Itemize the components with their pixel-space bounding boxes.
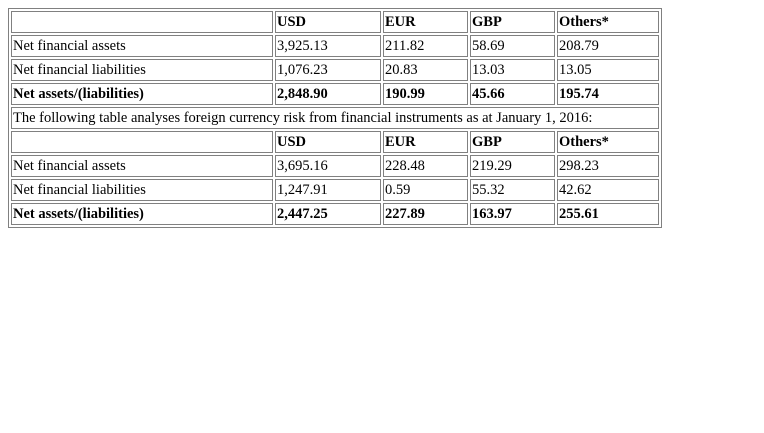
- cell-others: 13.05: [557, 59, 659, 81]
- header-eur: EUR: [383, 131, 468, 153]
- caption-row: The following table analyses foreign cur…: [11, 107, 659, 129]
- table-row: Net financial assets 3,695.16 228.48 219…: [11, 155, 659, 177]
- cell-eur: 211.82: [383, 35, 468, 57]
- row-label: Net financial liabilities: [11, 179, 273, 201]
- header-usd: USD: [275, 11, 381, 33]
- row-label: Net financial assets: [11, 35, 273, 57]
- total-usd: 2,447.25: [275, 203, 381, 225]
- total-eur: 227.89: [383, 203, 468, 225]
- cell-eur: 228.48: [383, 155, 468, 177]
- total-eur: 190.99: [383, 83, 468, 105]
- header-eur: EUR: [383, 11, 468, 33]
- cell-gbp: 219.29: [470, 155, 555, 177]
- table-caption: The following table analyses foreign cur…: [11, 107, 659, 129]
- total-label: Net assets/(liabilities): [11, 203, 273, 225]
- cell-usd: 1,076.23: [275, 59, 381, 81]
- row-label: Net financial liabilities: [11, 59, 273, 81]
- cell-eur: 0.59: [383, 179, 468, 201]
- header-others: Others*: [557, 11, 659, 33]
- cell-others: 42.62: [557, 179, 659, 201]
- total-row: Net assets/(liabilities) 2,848.90 190.99…: [11, 83, 659, 105]
- total-usd: 2,848.90: [275, 83, 381, 105]
- header-blank-cell: [11, 131, 273, 153]
- cell-usd: 3,695.16: [275, 155, 381, 177]
- table-row: Net financial liabilities 1,247.91 0.59 …: [11, 179, 659, 201]
- header-others: Others*: [557, 131, 659, 153]
- total-others: 195.74: [557, 83, 659, 105]
- currency-risk-table: USD EUR GBP Others* Net financial assets…: [8, 8, 662, 228]
- header-gbp: GBP: [470, 131, 555, 153]
- table-row: Net financial assets 3,925.13 211.82 58.…: [11, 35, 659, 57]
- total-label: Net assets/(liabilities): [11, 83, 273, 105]
- total-row: Net assets/(liabilities) 2,447.25 227.89…: [11, 203, 659, 225]
- total-gbp: 163.97: [470, 203, 555, 225]
- header-blank-cell: [11, 11, 273, 33]
- table-row: Net financial liabilities 1,076.23 20.83…: [11, 59, 659, 81]
- cell-gbp: 55.32: [470, 179, 555, 201]
- cell-usd: 3,925.13: [275, 35, 381, 57]
- cell-others: 298.23: [557, 155, 659, 177]
- header-gbp: GBP: [470, 11, 555, 33]
- cell-usd: 1,247.91: [275, 179, 381, 201]
- header-usd: USD: [275, 131, 381, 153]
- header-row: USD EUR GBP Others*: [11, 131, 659, 153]
- cell-others: 208.79: [557, 35, 659, 57]
- header-row: USD EUR GBP Others*: [11, 11, 659, 33]
- cell-gbp: 58.69: [470, 35, 555, 57]
- total-gbp: 45.66: [470, 83, 555, 105]
- cell-gbp: 13.03: [470, 59, 555, 81]
- row-label: Net financial assets: [11, 155, 273, 177]
- total-others: 255.61: [557, 203, 659, 225]
- cell-eur: 20.83: [383, 59, 468, 81]
